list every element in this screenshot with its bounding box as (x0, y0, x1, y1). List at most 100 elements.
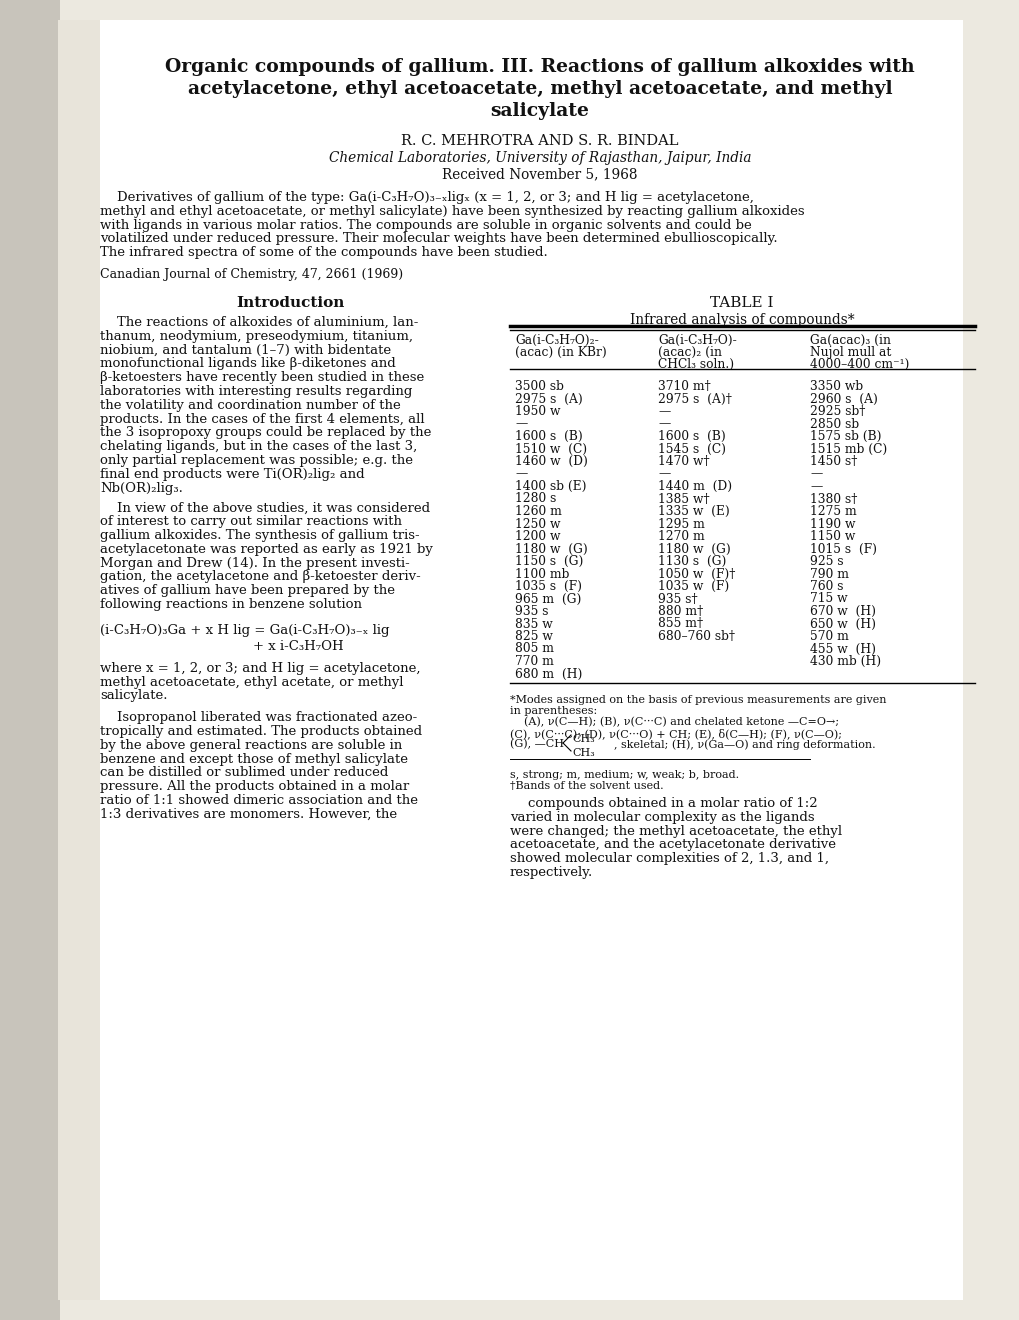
Text: In view of the above studies, it was considered: In view of the above studies, it was con… (100, 502, 430, 515)
Text: Introduction: Introduction (235, 296, 343, 310)
Text: acetoacetate, and the acetylacetonate derivative: acetoacetate, and the acetylacetonate de… (510, 838, 836, 851)
Text: 1035 w  (F): 1035 w (F) (657, 579, 729, 593)
Text: 430 mb (H): 430 mb (H) (809, 655, 880, 668)
Bar (0, 0, 60, 1320)
Text: products. In the cases of the first 4 elements, all: products. In the cases of the first 4 el… (100, 413, 424, 425)
Text: —: — (515, 467, 527, 480)
Text: 770 m: 770 m (515, 655, 553, 668)
Text: can be distilled or sublimed under reduced: can be distilled or sublimed under reduc… (100, 767, 388, 779)
Text: niobium, and tantalum (1–7) with bidentate: niobium, and tantalum (1–7) with bidenta… (100, 343, 390, 356)
Text: 1190 w: 1190 w (809, 517, 855, 531)
Text: Isopropanol liberated was fractionated azeo-: Isopropanol liberated was fractionated a… (100, 711, 417, 725)
Text: were changed; the methyl acetoacetate, the ethyl: were changed; the methyl acetoacetate, t… (510, 825, 842, 838)
Text: Ga(acac)₃ (in: Ga(acac)₃ (in (809, 334, 891, 347)
Text: salicylate.: salicylate. (100, 689, 167, 702)
Text: Morgan and Drew (14). In the present investi-: Morgan and Drew (14). In the present inv… (100, 557, 410, 570)
Text: 2975 s  (A)†: 2975 s (A)† (657, 392, 732, 405)
Text: salicylate: salicylate (490, 102, 589, 120)
Text: —: — (809, 480, 821, 492)
Text: 1200 w: 1200 w (515, 531, 560, 543)
Text: 1250 w: 1250 w (515, 517, 560, 531)
Text: compounds obtained in a molar ratio of 1:2: compounds obtained in a molar ratio of 1… (528, 797, 817, 810)
Text: final end products were Ti(OR)₂lig₂ and: final end products were Ti(OR)₂lig₂ and (100, 467, 364, 480)
Text: 4000–400 cm⁻¹): 4000–400 cm⁻¹) (809, 358, 909, 371)
Text: 1460 w  (D): 1460 w (D) (515, 455, 587, 469)
Text: 880 m†: 880 m† (657, 605, 702, 618)
Text: The infrared spectra of some of the compounds have been studied.: The infrared spectra of some of the comp… (100, 247, 547, 259)
Text: —: — (809, 467, 821, 480)
Text: —: — (657, 417, 669, 430)
Text: acetylacetone, ethyl acetoacetate, methyl acetoacetate, and methyl: acetylacetone, ethyl acetoacetate, methy… (187, 81, 892, 98)
Text: —: — (657, 467, 669, 480)
Text: 1335 w  (E): 1335 w (E) (657, 506, 729, 517)
Text: 1470 w†: 1470 w† (657, 455, 709, 469)
Text: s, strong; m, medium; w, weak; b, broad.: s, strong; m, medium; w, weak; b, broad. (510, 770, 739, 780)
Text: varied in molecular complexity as the ligands: varied in molecular complexity as the li… (510, 810, 814, 824)
Text: 1180 w  (G): 1180 w (G) (657, 543, 730, 556)
Text: following reactions in benzene solution: following reactions in benzene solution (100, 598, 362, 611)
Text: 1400 sb (E): 1400 sb (E) (515, 480, 586, 492)
Text: Ga(i-C₃H₇O)-: Ga(i-C₃H₇O)- (657, 334, 736, 347)
Text: Ga(i-C₃H₇O)₂-: Ga(i-C₃H₇O)₂- (515, 334, 598, 347)
Text: 1515 mb (C): 1515 mb (C) (809, 442, 887, 455)
Text: + x i-C₃H₇OH: + x i-C₃H₇OH (100, 640, 343, 653)
Text: laboratories with interesting results regarding: laboratories with interesting results re… (100, 385, 412, 399)
Text: ratio of 1:1 showed dimeric association and the: ratio of 1:1 showed dimeric association … (100, 795, 418, 807)
Text: , skeletal; (H), ν(Ga—O) and ring deformation.: , skeletal; (H), ν(Ga—O) and ring deform… (599, 739, 874, 750)
Text: 1015 s  (F): 1015 s (F) (809, 543, 876, 556)
Text: 1950 w: 1950 w (515, 405, 560, 418)
Text: 805 m: 805 m (515, 643, 553, 656)
Text: —: — (657, 405, 669, 418)
Text: pressure. All the products obtained in a molar: pressure. All the products obtained in a… (100, 780, 409, 793)
Text: (acac)₂ (in: (acac)₂ (in (657, 346, 721, 359)
Text: (acac) (in KBr): (acac) (in KBr) (515, 346, 606, 359)
Text: 2960 s  (A): 2960 s (A) (809, 392, 877, 405)
Text: 790 m: 790 m (809, 568, 848, 581)
Text: 2850 sb: 2850 sb (809, 417, 858, 430)
Text: gation, the acetylacetone and β-ketoester deriv-: gation, the acetylacetone and β-ketoeste… (100, 570, 421, 583)
Text: 650 w  (H): 650 w (H) (809, 618, 875, 631)
Text: —: — (515, 417, 527, 430)
Text: 2925 sb†: 2925 sb† (809, 405, 864, 418)
Text: 570 m: 570 m (809, 630, 848, 643)
Text: 835 w: 835 w (515, 618, 552, 631)
Bar (58, 20, 962, 1300)
Text: where x = 1, 2, or 3; and H lig = acetylacetone,: where x = 1, 2, or 3; and H lig = acetyl… (100, 661, 420, 675)
Text: 715 w: 715 w (809, 593, 847, 606)
Text: 680–760 sb†: 680–760 sb† (657, 630, 735, 643)
Text: 670 w  (H): 670 w (H) (809, 605, 875, 618)
Text: Nb(OR)₂lig₃.: Nb(OR)₂lig₃. (100, 482, 182, 495)
Text: TABLE I: TABLE I (709, 296, 773, 310)
Text: Chemical Laboratories, University of Rajasthan, Jaipur, India: Chemical Laboratories, University of Raj… (328, 150, 751, 165)
Text: 935 s: 935 s (515, 605, 548, 618)
Text: (G), —CH: (G), —CH (510, 739, 564, 750)
Bar (58, 20, 100, 1300)
Text: 1180 w  (G): 1180 w (G) (515, 543, 587, 556)
Text: 1150 s  (G): 1150 s (G) (515, 554, 583, 568)
Text: methyl and ethyl acetoacetate, or methyl salicylate) have been synthesized by re: methyl and ethyl acetoacetate, or methyl… (100, 205, 804, 218)
Text: β-ketoesters have recently been studied in these: β-ketoesters have recently been studied … (100, 371, 424, 384)
Text: Derivatives of gallium of the type: Ga(i-C₃H₇O)₃₋ₓligₓ (x = 1, 2, or 3; and H li: Derivatives of gallium of the type: Ga(i… (100, 191, 753, 205)
Text: 1:3 derivatives are monomers. However, the: 1:3 derivatives are monomers. However, t… (100, 808, 396, 821)
Text: 760 s: 760 s (809, 579, 843, 593)
Text: 3350 wb: 3350 wb (809, 380, 862, 393)
Text: 825 w: 825 w (515, 630, 552, 643)
Text: in parentheses:: in parentheses: (510, 706, 597, 715)
Text: CH₃: CH₃ (572, 748, 594, 758)
Text: 935 s†: 935 s† (657, 593, 697, 606)
Text: 3710 m†: 3710 m† (657, 380, 710, 393)
Text: 1275 m: 1275 m (809, 506, 856, 517)
Text: 855 m†: 855 m† (657, 618, 702, 631)
Text: The reactions of alkoxides of aluminium, lan-: The reactions of alkoxides of aluminium,… (100, 315, 418, 329)
Text: 1385 w†: 1385 w† (657, 492, 709, 506)
Text: showed molecular complexities of 2, 1.3, and 1,: showed molecular complexities of 2, 1.3,… (510, 853, 828, 865)
Text: atives of gallium have been prepared by the: atives of gallium have been prepared by … (100, 585, 394, 597)
Text: 1260 m: 1260 m (515, 506, 561, 517)
Text: of interest to carry out similar reactions with: of interest to carry out similar reactio… (100, 515, 401, 528)
Text: 1380 s†: 1380 s† (809, 492, 857, 506)
Text: 1450 s†: 1450 s† (809, 455, 857, 469)
Text: thanum, neodymium, preseodymium, titanium,: thanum, neodymium, preseodymium, titaniu… (100, 330, 413, 343)
Text: 1050 w  (F)†: 1050 w (F)† (657, 568, 735, 581)
Text: R. C. MEHROTRA AND S. R. BINDAL: R. C. MEHROTRA AND S. R. BINDAL (400, 135, 678, 148)
Text: 3500 sb: 3500 sb (515, 380, 564, 393)
